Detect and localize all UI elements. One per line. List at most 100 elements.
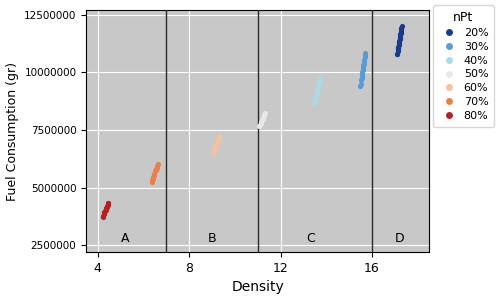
Point — [360, 61, 368, 66]
Point — [356, 83, 364, 88]
Point — [100, 211, 108, 215]
Point — [396, 32, 404, 37]
Point — [152, 166, 160, 171]
Point — [216, 134, 224, 138]
Point — [212, 144, 220, 149]
Point — [314, 87, 322, 92]
Point — [100, 210, 108, 215]
Point — [393, 51, 401, 56]
Point — [261, 110, 269, 115]
Point — [148, 178, 156, 182]
Point — [152, 168, 160, 173]
Point — [312, 95, 320, 100]
Point — [215, 134, 223, 139]
Point — [316, 79, 324, 84]
Point — [393, 52, 401, 56]
Point — [211, 146, 219, 150]
Legend: 20%, 30%, 40%, 50%, 60%, 70%, 80%: 20%, 30%, 40%, 50%, 60%, 70%, 80% — [432, 5, 494, 127]
Text: C: C — [306, 232, 314, 245]
Point — [360, 58, 368, 63]
Point — [396, 37, 404, 42]
Point — [210, 147, 218, 152]
Point — [315, 81, 323, 86]
Point — [394, 43, 402, 47]
Point — [358, 70, 366, 74]
Point — [360, 58, 368, 63]
Point — [361, 52, 369, 57]
Point — [397, 28, 405, 32]
Point — [210, 151, 218, 155]
Point — [395, 40, 403, 45]
Point — [398, 24, 406, 29]
Point — [102, 207, 110, 212]
Point — [313, 89, 321, 94]
Point — [359, 65, 367, 70]
Point — [103, 203, 111, 208]
Point — [214, 136, 222, 141]
Point — [394, 46, 402, 50]
Point — [213, 141, 221, 146]
Y-axis label: Fuel Consumption (gr): Fuel Consumption (gr) — [6, 62, 18, 201]
Point — [360, 62, 368, 67]
Point — [358, 71, 366, 76]
Point — [258, 119, 266, 124]
Point — [154, 161, 162, 166]
Point — [357, 81, 365, 86]
Point — [316, 78, 324, 83]
Point — [150, 173, 158, 178]
Point — [396, 39, 404, 44]
Point — [99, 213, 107, 218]
Point — [151, 169, 159, 174]
Point — [394, 45, 402, 50]
Point — [361, 51, 369, 56]
Point — [259, 116, 267, 120]
Point — [395, 40, 403, 44]
Point — [310, 101, 318, 106]
Point — [101, 209, 109, 214]
Point — [357, 78, 365, 83]
Point — [150, 172, 158, 176]
Point — [212, 142, 220, 146]
Point — [312, 91, 320, 96]
Point — [398, 25, 406, 30]
Point — [358, 74, 366, 79]
Point — [256, 124, 264, 129]
Point — [102, 206, 110, 211]
Point — [213, 140, 221, 144]
Text: B: B — [208, 232, 216, 245]
Point — [150, 174, 158, 179]
Point — [312, 94, 320, 98]
Point — [394, 44, 402, 49]
Point — [358, 68, 366, 73]
Point — [100, 212, 108, 217]
X-axis label: Density: Density — [232, 280, 284, 294]
Point — [104, 200, 112, 205]
Point — [152, 165, 160, 170]
Point — [98, 214, 106, 219]
Point — [311, 97, 319, 102]
Point — [398, 26, 406, 31]
Text: A: A — [121, 232, 130, 245]
Point — [149, 176, 157, 181]
Point — [396, 34, 404, 39]
Point — [214, 137, 222, 142]
Point — [394, 49, 402, 54]
Point — [148, 180, 156, 184]
Point — [103, 204, 111, 209]
Point — [310, 100, 318, 105]
Point — [314, 84, 322, 88]
Point — [396, 31, 404, 35]
Point — [256, 122, 264, 127]
Point — [360, 54, 368, 59]
Point — [260, 112, 268, 117]
Point — [104, 201, 112, 206]
Point — [316, 76, 324, 81]
Point — [153, 163, 161, 168]
Point — [396, 34, 404, 38]
Point — [258, 118, 266, 123]
Point — [257, 121, 265, 125]
Point — [104, 202, 112, 207]
Point — [314, 86, 322, 91]
Point — [394, 47, 402, 52]
Text: D: D — [394, 232, 404, 245]
